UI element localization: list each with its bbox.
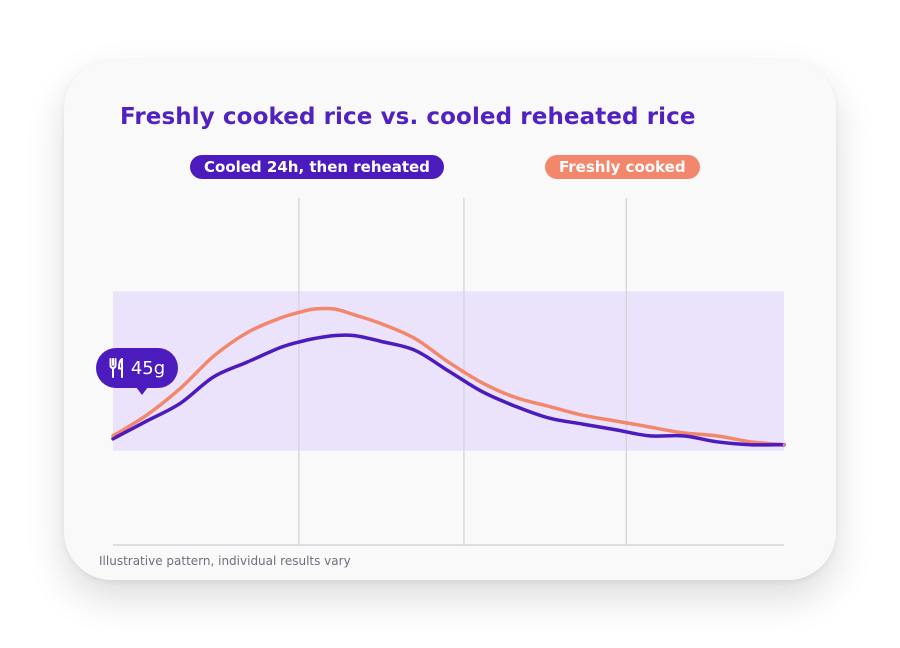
data-point-s0-7 xyxy=(312,337,316,340)
data-point-s1-21 xyxy=(749,440,752,444)
meal-marker: 45g xyxy=(96,348,178,395)
data-point-s1-16 xyxy=(581,413,585,417)
data-point-s1-11 xyxy=(413,337,417,340)
data-point-s0-3 xyxy=(212,375,216,379)
data-point-s0-20 xyxy=(715,440,719,444)
fork-knife-icon xyxy=(109,358,123,378)
data-point-s0-16 xyxy=(581,422,585,426)
data-point-s1-1 xyxy=(145,413,149,417)
data-point-s1-9 xyxy=(353,313,356,317)
data-point-s0-15 xyxy=(547,416,551,420)
data-point-s0-2 xyxy=(178,402,182,405)
data-point-s1-0 xyxy=(111,434,115,438)
data-point-s0-12 xyxy=(447,369,450,373)
series-points xyxy=(111,307,786,447)
chart-title: Freshly cooked rice vs. cooled reheated … xyxy=(120,104,696,130)
data-point-s0-4 xyxy=(245,360,249,364)
data-point-s1-10 xyxy=(380,322,383,326)
footnote: Illustrative pattern, individual results… xyxy=(99,554,351,568)
data-point-s1-15 xyxy=(547,405,551,408)
data-point-s1-6 xyxy=(299,310,303,314)
data-point-s1-14 xyxy=(514,396,517,399)
legend-fresh: Freshly cooked xyxy=(545,155,700,179)
meal-carbs-label: 45g xyxy=(130,357,166,379)
data-point-s1-3 xyxy=(212,354,216,358)
data-point-s1-20 xyxy=(715,434,719,438)
data-point-s1-19 xyxy=(682,431,685,435)
legend-reheated: Cooled 24h, then reheated xyxy=(190,155,444,179)
data-point-s0-0 xyxy=(111,437,115,441)
data-point-s1-13 xyxy=(480,381,484,385)
data-point-s0-9 xyxy=(353,334,356,337)
data-point-s1-12 xyxy=(447,360,450,364)
data-point-s1-5 xyxy=(279,316,283,320)
data-point-s1-8 xyxy=(333,307,336,311)
data-point-s1-22 xyxy=(782,443,786,447)
data-point-s0-21 xyxy=(749,443,752,447)
data-point-s0-18 xyxy=(648,434,652,438)
data-point-s1-18 xyxy=(648,425,652,429)
data-point-s0-11 xyxy=(413,348,417,352)
data-point-s0-14 xyxy=(514,405,517,408)
data-point-s0-10 xyxy=(380,340,383,343)
data-point-s1-4 xyxy=(245,331,249,334)
data-point-s1-2 xyxy=(178,387,182,390)
data-point-s0-13 xyxy=(480,390,484,393)
data-point-s0-17 xyxy=(614,428,618,432)
data-point-s0-1 xyxy=(145,419,149,423)
data-point-s0-8 xyxy=(333,334,336,337)
data-point-s0-6 xyxy=(299,340,303,343)
data-point-s0-19 xyxy=(682,434,685,438)
data-point-s1-17 xyxy=(614,419,618,423)
data-point-s1-7 xyxy=(312,307,316,311)
data-point-s0-5 xyxy=(279,346,283,349)
